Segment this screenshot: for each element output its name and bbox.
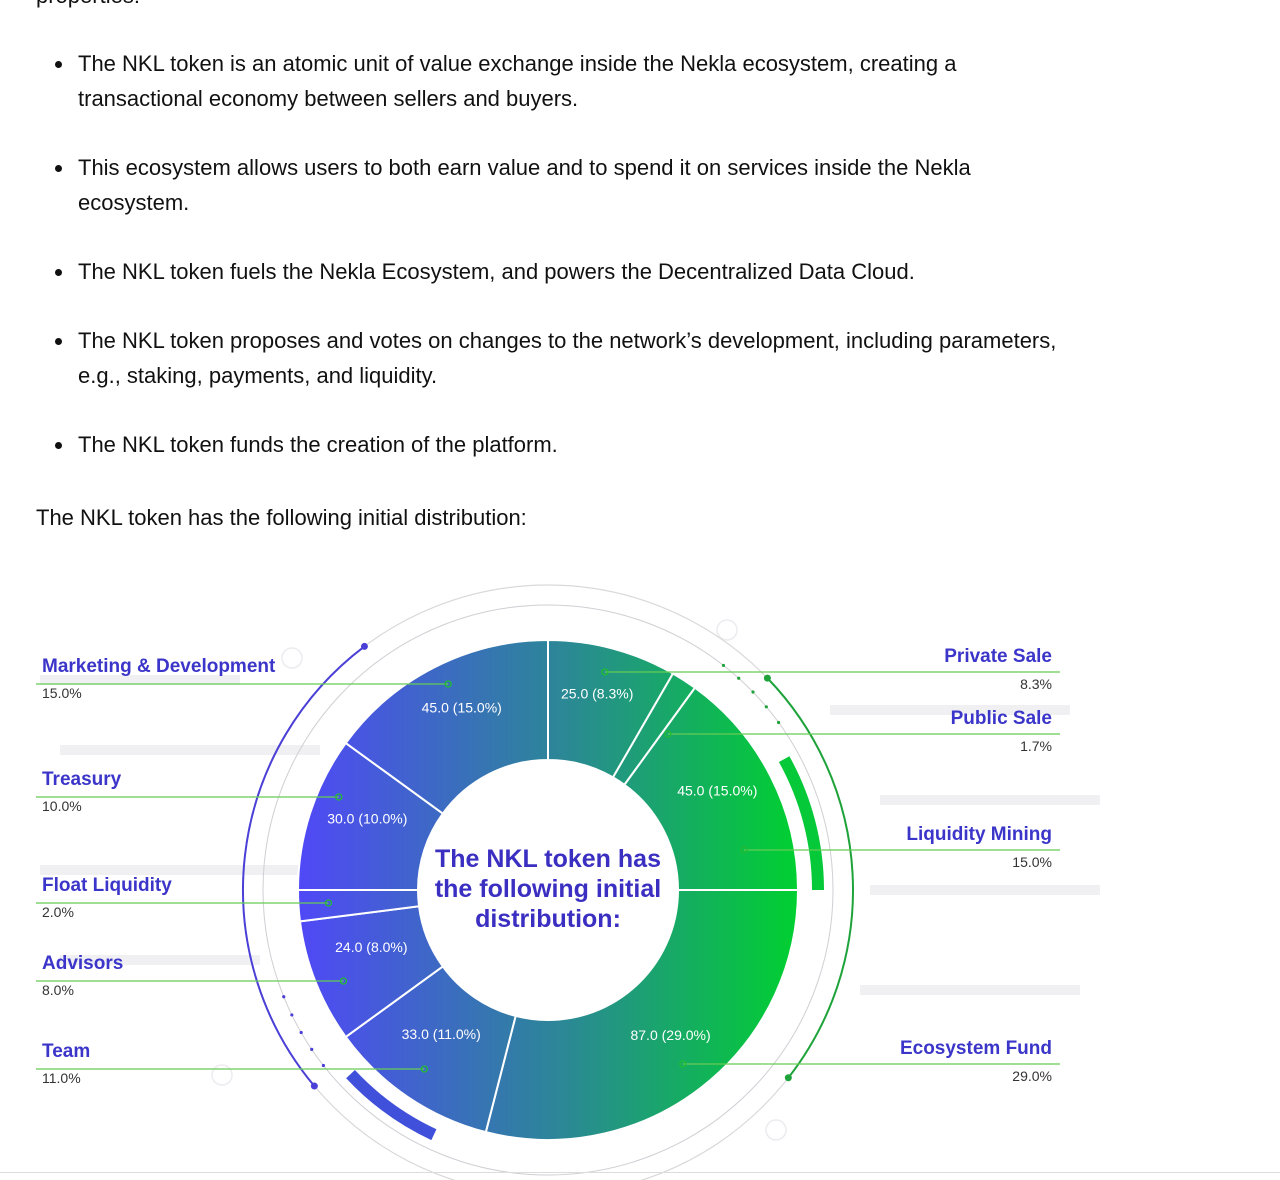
blue-accent-arc [242, 645, 366, 1087]
decor-dot [737, 676, 741, 680]
leader-lines [36, 668, 1060, 1073]
decor-dot [321, 1063, 326, 1068]
legend-name: Treasury [42, 769, 122, 790]
green-accent-arc [766, 677, 854, 1079]
decorative-arcs [242, 584, 854, 1180]
middle-ring [262, 604, 834, 1176]
leader-dot [740, 846, 748, 854]
legend-name: Float Liquidity [42, 875, 172, 896]
legend-percent: 2.0% [42, 904, 74, 920]
center-title-line: The NKL token has [435, 845, 661, 873]
decor-dot [776, 720, 781, 725]
slice-value-label: 25.0 (8.3%) [561, 685, 633, 701]
leader-dot [444, 680, 452, 688]
list-item: The NKL token is an atomic unit of value… [55, 46, 1078, 116]
leader-dot [679, 1060, 687, 1068]
decorative-background [40, 619, 1100, 1141]
leader-dot [664, 730, 672, 738]
legend-percent: 29.0% [1012, 1068, 1052, 1084]
background-hexagon [765, 1119, 787, 1141]
decor-dot [299, 1030, 303, 1035]
legend-name: Ecosystem Fund [900, 1038, 1052, 1059]
background-hexagon [211, 1064, 233, 1086]
slice-value-label: 30.0 (10.0%) [327, 810, 407, 826]
list-item: The NKL token fuels the Nekla Ecosystem,… [55, 254, 1078, 289]
distribution-intro: The NKL token has the following initial … [36, 505, 527, 530]
donut-chart-svg: 25.0 (8.3%) 45.0 (15.0%) 87.0 (29.0%) 33.0 … [36, 584, 1100, 1180]
background-hexagon [716, 619, 738, 641]
slice-value-label: 24.0 (8.0%) [335, 939, 407, 955]
arc-end-dot [360, 642, 368, 650]
slice-value-label: 87.0 (29.0%) [630, 1027, 710, 1043]
legend-percent: 1.7% [1020, 738, 1052, 754]
token-distribution-chart: 25.0 (8.3%) 45.0 (15.0%) 87.0 (29.0%) 33.0 … [0, 560, 1100, 1180]
list-item: The NKL token proposes and votes on chan… [55, 323, 1078, 393]
slice-marketing-development [344, 638, 549, 815]
leader-dot [339, 977, 348, 985]
legend-name: Team [42, 1041, 90, 1062]
legend-percent: 11.0% [42, 1070, 81, 1086]
slice-value-label: 33.0 (11.0%) [402, 1026, 481, 1042]
center-title-line: distribution: [475, 905, 621, 933]
decor-dot [310, 1047, 314, 1051]
leader-dot [601, 668, 609, 676]
leader-dot [324, 899, 333, 907]
legend-percent: 8.0% [42, 982, 74, 998]
center-title-line: the following initial [435, 875, 661, 903]
decor-dot [751, 690, 755, 694]
legend-name: Private Sale [944, 646, 1052, 667]
legend-percent: 15.0% [42, 685, 82, 701]
legend-percent: 10.0% [42, 798, 82, 814]
decor-dot [764, 705, 768, 709]
leader-dot [335, 793, 343, 801]
arc-end-dot [763, 674, 771, 682]
decor-dot [290, 1013, 294, 1017]
slice-ecosystem-fund [484, 889, 800, 1141]
arc-end-dot [784, 1074, 792, 1082]
slice-value-label: 45.0 (15.0%) [677, 783, 757, 799]
legend-percent: 8.3% [1020, 676, 1052, 692]
decor-dot [721, 663, 726, 668]
legend-name: Public Sale [951, 708, 1052, 729]
legend-percent: 15.0% [1012, 854, 1052, 870]
donut-slices: 25.0 (8.3%) 45.0 (15.0%) 87.0 (29.0%) 33.0 … [296, 638, 800, 1141]
token-properties-list: The NKL token is an atomic unit of value… [36, 46, 1078, 496]
green-thick-arc [778, 756, 824, 891]
legend-name: Liquidity Mining [906, 824, 1052, 845]
decor-dot [282, 995, 286, 999]
bottom-divider [0, 1172, 1280, 1173]
legend-name: Advisors [42, 953, 123, 974]
legend-name: Marketing & Development [42, 656, 276, 677]
blue-thick-arc [346, 1070, 437, 1141]
list-item: This ecosystem allows users to both earn… [55, 150, 1078, 220]
arc-end-dot [310, 1082, 318, 1090]
slice-value-label: 45.0 (15.0%) [422, 700, 502, 716]
list-item: The NKL token funds the creation of the … [55, 427, 1078, 462]
previous-paragraph-end: properties: [36, 0, 140, 13]
leader-dot [420, 1065, 428, 1073]
legend: Marketing & Development 15.0% Treasury 10.0… [42, 646, 1052, 1086]
background-hexagon [281, 647, 303, 669]
